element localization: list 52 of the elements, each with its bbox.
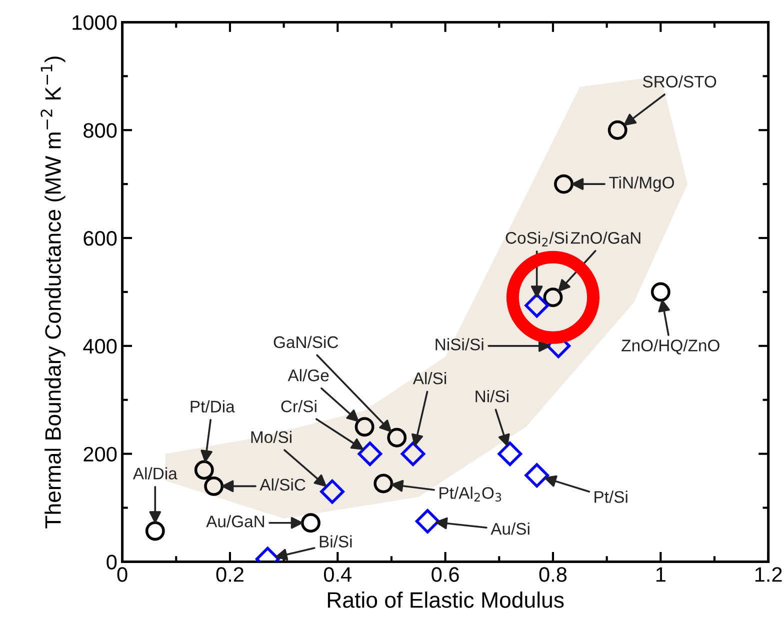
x-tick-label: 0.6 (432, 567, 459, 582)
point (320, 479, 344, 504)
annotation: Al/Si (412, 372, 446, 384)
y-axis-title: Thermal Boundary Conductance (MW m$^{−2}$ K$^{−1}$) (40, 56, 66, 528)
annotation: Al/Ge (288, 369, 329, 382)
y-tick-label: 400 (83, 338, 117, 354)
y-tick-label: 600 (84, 231, 117, 246)
annotation: Ni/Si (476, 390, 508, 402)
y-tick-label: 800 (84, 123, 117, 138)
x-tick-label: 0.8 (539, 567, 567, 582)
annotation: Mo/Si (251, 430, 292, 444)
point (374, 474, 394, 494)
annotation: Bi/Si (320, 535, 352, 548)
x-tick-label: 0 (117, 567, 128, 582)
y-tick-label: 0 (106, 554, 117, 570)
x-axis-title: Ratio of Elastic Modulus (328, 592, 564, 608)
annotation: GaN/SiC (274, 336, 338, 348)
x-tick-label: 0.2 (216, 567, 244, 582)
point (524, 293, 550, 318)
point (608, 120, 628, 140)
point (524, 463, 550, 488)
point (415, 509, 440, 534)
point (554, 174, 574, 194)
annotation: SRO/STO (642, 75, 716, 88)
annotation: ZnO/HQ/ZnO (622, 339, 720, 354)
point (354, 417, 374, 437)
annotation: Cr/Si (281, 400, 316, 412)
annotation: ZnO/GaN (570, 232, 640, 244)
point (194, 460, 214, 480)
annotation: TiN/MgO (609, 176, 674, 192)
annotation: Pt/Al$_{2}$O$_{3}$ (440, 486, 502, 502)
point (400, 442, 426, 466)
annotation: Al/Dia (132, 467, 178, 480)
point (145, 521, 165, 541)
annotation: Pt/Dia (190, 400, 235, 412)
annotation: Au/GaN (206, 515, 264, 528)
x-tick-label: 1 (656, 567, 666, 582)
point (387, 428, 407, 448)
y-tick-label: 200 (84, 446, 117, 462)
point (358, 442, 382, 466)
annotation: Pt/Si (594, 490, 628, 503)
point (204, 476, 224, 496)
point (301, 513, 320, 533)
annotation: Au/Si (490, 522, 530, 535)
annotation: Al/SiC (260, 478, 306, 491)
annotation: CoSi$_{2}$/Si (506, 232, 568, 246)
y-tick-label: 1000 (72, 15, 117, 30)
annotation: NiSi/Si (436, 338, 484, 350)
point (498, 442, 522, 466)
x-tick-label: 0.4 (324, 567, 352, 582)
point (650, 282, 670, 302)
x-tick-label: 1.2 (755, 567, 782, 582)
